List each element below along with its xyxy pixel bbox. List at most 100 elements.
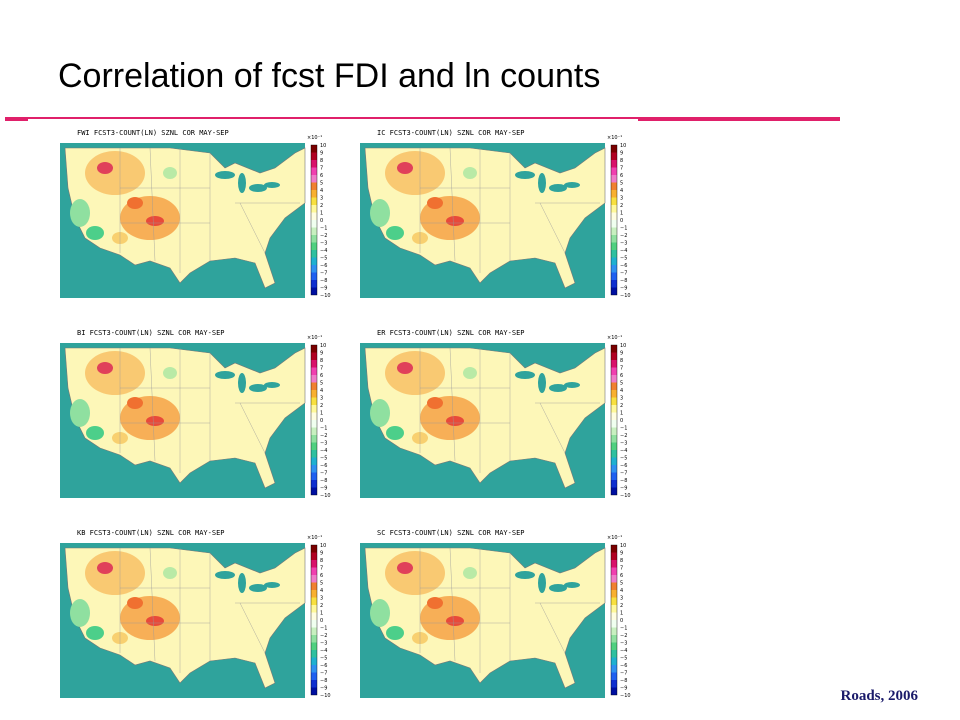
colorbar-label: −1	[320, 226, 327, 232]
colorbar-label: 0	[320, 218, 323, 224]
colorbar-swatch	[311, 435, 317, 443]
colorbar-label: 1	[620, 411, 623, 417]
colorbar-label: −8	[620, 278, 627, 284]
colorbar-swatch	[311, 152, 317, 160]
colorbar-label: −2	[620, 233, 627, 239]
colorbar-label: −5	[320, 256, 327, 262]
colorbar-swatch	[611, 227, 617, 235]
colorbar-label: 7	[620, 566, 623, 572]
colorbar-unit: ×10⁻¹	[307, 535, 322, 541]
panel-title: ER FCST3-COUNT(LN) SZNL COR MAY-SEP	[377, 329, 525, 337]
colorbar-swatch	[611, 280, 617, 288]
colorbar-swatch	[311, 212, 317, 220]
colorbar-swatch	[611, 420, 617, 428]
colorbar-label: 7	[620, 166, 623, 172]
colorbar-swatch	[311, 420, 317, 428]
colorbar-swatch	[611, 465, 617, 473]
colorbar-label: 9	[620, 351, 623, 357]
colorbar-label: 8	[620, 358, 623, 364]
colorbar-label: 0	[320, 618, 323, 624]
colorbar-label: −7	[620, 271, 627, 277]
map	[59, 342, 306, 499]
colorbar-label: −8	[620, 478, 627, 484]
colorbar-swatch	[611, 287, 617, 295]
colorbar-swatch	[311, 480, 317, 488]
colorbar-label: −6	[320, 263, 327, 269]
colorbar-label: −4	[320, 448, 327, 454]
colorbar-swatch	[311, 545, 317, 553]
colorbar-swatch	[611, 412, 617, 420]
colorbar-label: 8	[320, 358, 323, 364]
colorbar-label: 0	[620, 618, 623, 624]
colorbar-swatch	[311, 457, 317, 465]
map-panel: SC FCST3-COUNT(LN) SZNL COR MAY-SEP ×10⁻¹…	[359, 529, 631, 699]
colorbar-swatch	[311, 220, 317, 228]
colorbar-label: 5	[320, 581, 323, 587]
colorbar-label: 10	[620, 343, 626, 349]
colorbar-swatch	[311, 375, 317, 383]
colorbar-label: 8	[620, 158, 623, 164]
colorbar-swatch	[611, 257, 617, 265]
colorbar-label: 0	[620, 418, 623, 424]
colorbar-swatch	[311, 175, 317, 183]
colorbar-swatch	[311, 560, 317, 568]
colorbar-swatch	[311, 620, 317, 628]
colorbar-label: 3	[620, 396, 623, 402]
colorbar-swatch	[311, 250, 317, 258]
colorbar-swatch	[311, 635, 317, 643]
colorbar-label: 3	[320, 596, 323, 602]
colorbar-label: −2	[620, 433, 627, 439]
colorbar-label: 6	[620, 573, 623, 579]
colorbar-swatch	[311, 360, 317, 368]
colorbar-swatch	[311, 345, 317, 353]
colorbar-swatch	[611, 442, 617, 450]
colorbar-label: −8	[620, 678, 627, 684]
colorbar-swatch	[611, 250, 617, 258]
colorbar-label: 2	[620, 203, 623, 209]
colorbar-swatch	[311, 642, 317, 650]
colorbar-label: 4	[620, 588, 623, 594]
colorbar-swatch	[311, 205, 317, 213]
colorbar-swatch	[611, 190, 617, 198]
colorbar-frame	[610, 544, 618, 696]
colorbar-frame	[610, 344, 618, 496]
colorbar-label: 4	[620, 188, 623, 194]
colorbar-swatch	[611, 167, 617, 175]
colorbar-label: 0	[320, 418, 323, 424]
colorbar-swatch	[311, 197, 317, 205]
colorbar-swatch	[611, 590, 617, 598]
colorbar-swatch	[611, 175, 617, 183]
colorbar-label: −10	[320, 293, 331, 299]
map-panel: FWI FCST3-COUNT(LN) SZNL COR MAY-SEP ×10⁻…	[59, 129, 331, 299]
colorbar-label: 2	[320, 403, 323, 409]
colorbar-label: −9	[320, 286, 327, 292]
colorbar-swatch	[611, 612, 617, 620]
map-panel: BI FCST3-COUNT(LN) SZNL COR MAY-SEP ×10⁻¹…	[59, 329, 331, 499]
panel-title: SC FCST3-COUNT(LN) SZNL COR MAY-SEP	[377, 529, 525, 537]
colorbar-swatch	[311, 182, 317, 190]
colorbar-label: 10	[620, 543, 626, 549]
colorbar-label: 9	[320, 351, 323, 357]
colorbar-label: −6	[320, 663, 327, 669]
colorbar-swatch	[311, 272, 317, 280]
map	[359, 542, 606, 699]
colorbar-swatch	[611, 582, 617, 590]
colorbar-swatch	[611, 352, 617, 360]
colorbar-label: −2	[620, 633, 627, 639]
colorbar-swatch	[311, 680, 317, 688]
colorbar-label: 2	[320, 203, 323, 209]
colorbar-label: 5	[320, 381, 323, 387]
colorbar-swatch	[611, 405, 617, 413]
colorbar-swatch	[311, 227, 317, 235]
colorbar-swatch	[311, 265, 317, 273]
colorbar-swatch	[311, 257, 317, 265]
colorbar-label: −2	[320, 633, 327, 639]
colorbar-swatch	[311, 650, 317, 658]
colorbar-unit: ×10⁻¹	[307, 335, 322, 341]
colorbar-label: 8	[320, 558, 323, 564]
panel-title: BI FCST3-COUNT(LN) SZNL COR MAY-SEP	[77, 329, 225, 337]
colorbar-swatch	[311, 672, 317, 680]
map-panel: KB FCST3-COUNT(LN) SZNL COR MAY-SEP ×10⁻¹…	[59, 529, 331, 699]
colorbar-swatch	[311, 390, 317, 398]
colorbar-label: −2	[320, 233, 327, 239]
